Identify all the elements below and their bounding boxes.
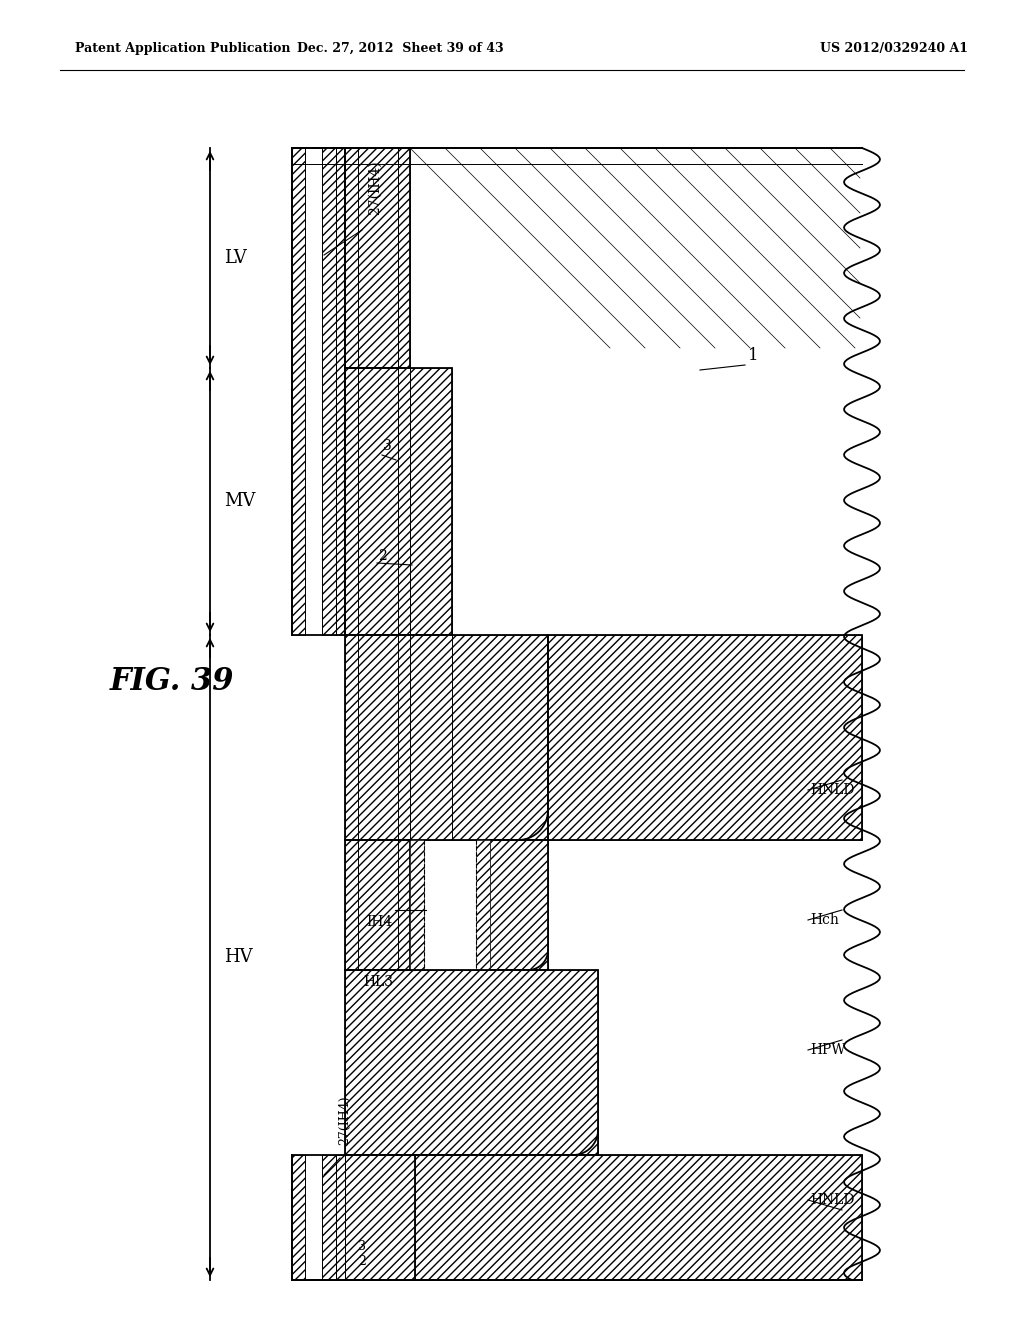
Bar [358, 368, 398, 635]
Bar [398, 148, 410, 368]
Bar [410, 1155, 862, 1280]
Bar [548, 635, 862, 840]
Bar [398, 368, 410, 635]
Bar [345, 635, 548, 840]
Text: 2: 2 [358, 1255, 366, 1269]
Text: FIG. 39: FIG. 39 [110, 667, 234, 697]
Text: 3: 3 [383, 440, 392, 453]
Text: US 2012/0329240 A1: US 2012/0329240 A1 [820, 42, 968, 55]
Text: 2: 2 [378, 549, 387, 564]
Bar [490, 840, 548, 970]
Text: HL3: HL3 [362, 975, 393, 989]
Text: IH4: IH4 [367, 915, 393, 929]
Bar [476, 840, 490, 970]
Bar [336, 1155, 345, 1280]
Bar [548, 635, 862, 840]
Bar [292, 148, 345, 635]
Bar [345, 1155, 415, 1280]
Bar [292, 1155, 305, 1280]
Text: HNLD: HNLD [810, 783, 854, 797]
Text: Hch: Hch [810, 913, 839, 927]
Text: Patent Application Publication: Patent Application Publication [75, 42, 291, 55]
Text: 27(IH4): 27(IH4) [368, 160, 382, 215]
Text: 27(IH4): 27(IH4) [339, 1096, 351, 1144]
Text: LV: LV [224, 249, 247, 267]
Bar [410, 840, 424, 970]
Bar [345, 970, 598, 1155]
Bar [490, 840, 548, 970]
Text: Dec. 27, 2012  Sheet 39 of 43: Dec. 27, 2012 Sheet 39 of 43 [297, 42, 504, 55]
Text: HV: HV [224, 949, 253, 966]
Bar [345, 368, 452, 635]
Bar [336, 148, 345, 635]
Bar [345, 368, 358, 635]
Text: HPW: HPW [810, 1043, 846, 1057]
Bar [292, 148, 305, 635]
Text: 1: 1 [748, 347, 759, 364]
Bar [292, 148, 862, 164]
Bar [292, 148, 862, 1280]
Bar [345, 148, 410, 368]
Bar [345, 840, 410, 970]
Bar [322, 1155, 336, 1280]
Bar [410, 368, 452, 635]
Bar [322, 148, 336, 635]
Text: MV: MV [224, 492, 255, 511]
Bar [345, 148, 358, 368]
Bar [410, 840, 490, 970]
Bar [345, 635, 548, 840]
Bar [345, 970, 598, 1155]
Bar [358, 148, 398, 368]
Bar [345, 840, 410, 970]
Text: 3: 3 [358, 1239, 366, 1253]
Bar [292, 1155, 415, 1280]
Text: HNLD: HNLD [810, 1193, 854, 1206]
Bar [410, 1155, 862, 1280]
